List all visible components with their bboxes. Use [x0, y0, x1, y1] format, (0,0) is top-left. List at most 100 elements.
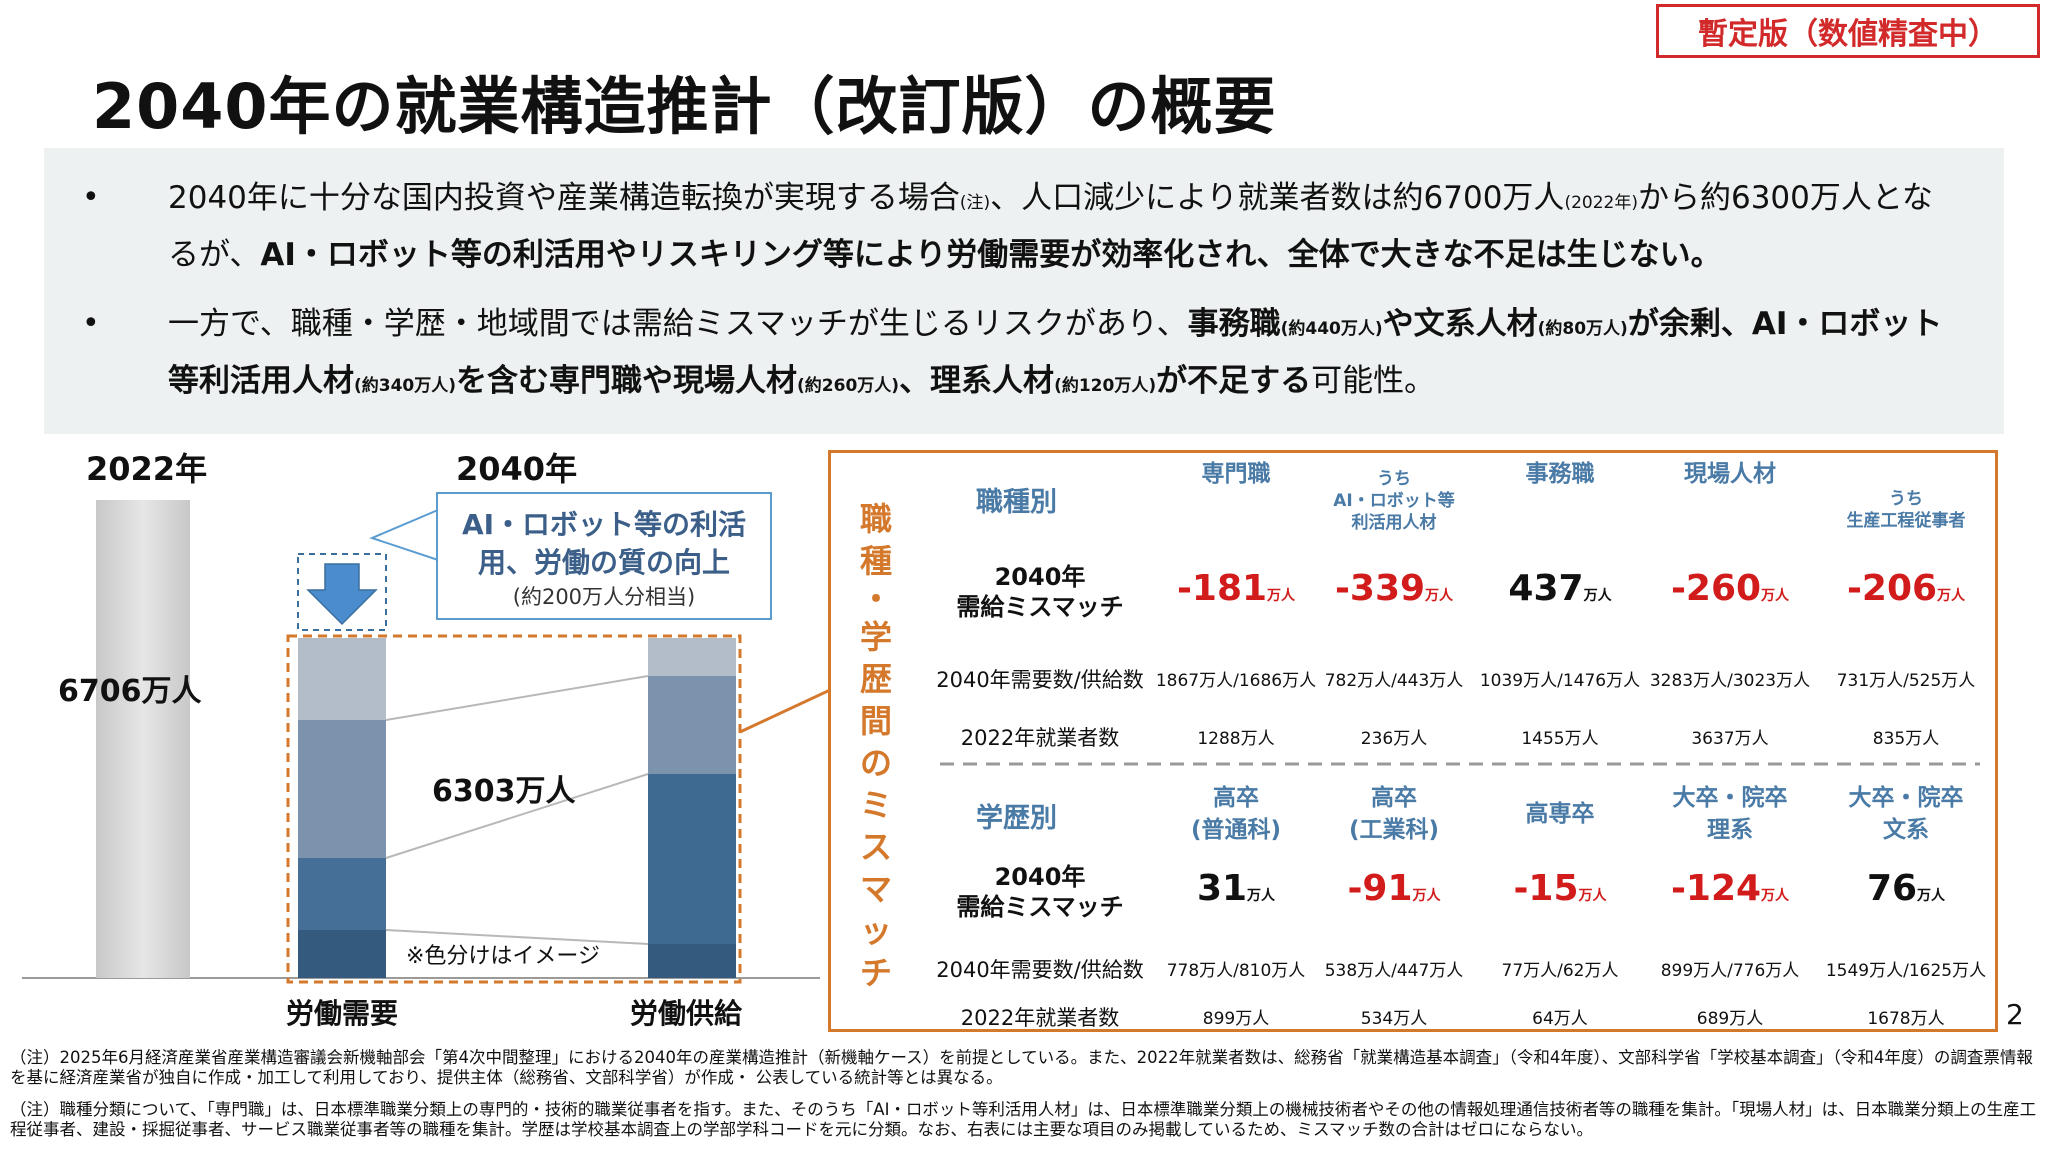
supply-segment-2 [648, 676, 736, 774]
summary-bullet-2: • 一方で、職種・学歴・地域間では需給ミスマッチが生じるリスクがあり、事務職(約… [82, 298, 1962, 412]
occupation-mismatch-value: 437万人 [1475, 568, 1645, 609]
bullet2-num-1: (約440万人) [1280, 319, 1383, 339]
education-mismatch-label: 2040年 需給ミスマッチ [956, 863, 1124, 921]
occupation-category-label: 職種別 [976, 487, 1057, 518]
vertical-title-char: の [859, 744, 892, 782]
supply-label: 労働供給 [630, 997, 743, 1030]
education-mismatch-value: 31万人 [1151, 868, 1321, 909]
mismatch-number: -91 [1347, 868, 1413, 909]
vertical-title-char: ・ [859, 580, 892, 618]
mismatch-number: -15 [1513, 868, 1579, 909]
education-header-4: 大卒・院卒 文系 [1848, 785, 1964, 843]
bullet2-text-a: 一方で、職種・学歴・地域間では需給ミスマッチが生じるリスクがあり、 [168, 306, 1188, 342]
workforce-illustration [22, 500, 830, 984]
education-demand-supply-value: 538万人/447万人 [1324, 961, 1464, 981]
mismatch-unit: 万人 [1412, 888, 1441, 904]
bullet1-note: (注) [959, 193, 991, 213]
vertical-title-char: 学 [859, 618, 892, 656]
bullet2-num-6: (約120万人) [1054, 376, 1157, 396]
bullet1-text-b: 、人口減少により就業者数は約6700万人 [990, 180, 1565, 216]
occupation-employed-value: 835万人 [1872, 729, 1940, 749]
bullet2-strong-2: や文系人材 [1382, 306, 1538, 342]
education-demand-supply-label: 2040年需要数/供給数 [936, 958, 1144, 982]
page-title: 2040年の就業構造推計（改訂版）の概要 [92, 70, 1277, 143]
occupation-header-3: 現場人材 [1684, 461, 1776, 487]
education-demand-supply-value: 899万人/776万人 [1660, 961, 1800, 981]
occupation-employed-value: 3637万人 [1691, 729, 1769, 749]
occupation-header-1: うち AI・ロボット等 利活用人材 [1333, 469, 1455, 533]
footnote-2: （注）職種分類について、「専門職」は、日本標準職業分類上の専門的・技術的職業従事… [10, 1100, 2037, 1139]
mismatch-unit: 万人 [1761, 588, 1790, 604]
mismatch-unit: 万人 [1917, 888, 1946, 904]
occupation-demand-supply-value: 1039万人/1476万人 [1479, 671, 1641, 691]
mismatch-number: 76 [1866, 868, 1918, 909]
bullet2-strong-5: を含む専門職や現場人材 [456, 363, 798, 399]
mismatch-number: -181 [1176, 568, 1268, 609]
education-employed-value: 1678万人 [1867, 1009, 1945, 1029]
mismatch-unit: 万人 [1267, 588, 1296, 604]
callout-main: AI・ロボット等の利活用、労働の質の向上 [461, 508, 747, 579]
vertical-title-char: ッ [859, 912, 892, 950]
education-employed-label: 2022年就業者数 [960, 1006, 1120, 1030]
mismatch-number: -124 [1670, 868, 1762, 909]
vertical-title-char: 職 [859, 500, 892, 538]
arrow-frame [297, 553, 387, 631]
occupation-employed-label: 2022年就業者数 [960, 726, 1120, 750]
education-employed-value: 899万人 [1202, 1009, 1270, 1029]
bullet2-num-4: (約340万人) [354, 376, 457, 396]
demand-segment-1 [298, 638, 386, 720]
occupation-employed-value: 1455万人 [1521, 729, 1599, 749]
connector-line [385, 773, 649, 859]
summary-bullet-1: • 2040年に十分な国内投資や産業構造転換が実現する場合(注)、人口減少により… [82, 172, 1962, 281]
education-employed-value: 64万人 [1532, 1009, 1588, 1029]
bullet-dot-icon: • [82, 306, 100, 341]
occupation-mismatch-value: -206万人 [1821, 568, 1991, 609]
supply-segment-3 [648, 774, 736, 944]
education-mismatch-value: -91万人 [1309, 868, 1479, 909]
education-header-2: 高専卒 [1525, 801, 1595, 827]
demand-segment-2 [298, 720, 386, 858]
bullet2-strong-6: 、理系人材 [899, 363, 1055, 399]
demand-segment-4 [298, 930, 386, 978]
supply-segment-1 [648, 638, 736, 676]
callout-pointer [369, 508, 439, 562]
bullet1-year-note: (2022年) [1564, 193, 1638, 213]
occupation-demand-supply-value: 782万人/443万人 [1324, 671, 1464, 691]
connector-line [385, 675, 649, 721]
footnote-1: （注）2025年6月経済産業省産業構造審議会新機軸部会「第4次中間整理」における… [10, 1048, 2033, 1087]
mismatch-unit: 万人 [1578, 888, 1607, 904]
bullet2-strong-7: が不足する [1156, 363, 1312, 399]
bullet1-text-c: から約6300万人となるが、 [168, 180, 1933, 273]
mismatch-unit: 万人 [1247, 888, 1276, 904]
education-demand-supply-value: 778万人/810万人 [1166, 961, 1306, 981]
mismatch-number: -339 [1334, 568, 1426, 609]
year-2022-label: 2022年 [86, 450, 208, 488]
section-divider [940, 762, 1980, 766]
efficiency-frame [286, 634, 742, 984]
supply-segment-4 [648, 944, 736, 978]
education-mismatch-value: -124万人 [1645, 868, 1815, 909]
occupation-employed-value: 236万人 [1360, 729, 1428, 749]
vertical-title-char: ス [859, 828, 892, 866]
bullet2-num-2: (約80万人) [1537, 319, 1628, 339]
bullet-dot-icon: • [82, 180, 100, 215]
vertical-title-char: チ [859, 954, 892, 992]
occupation-header-2: 事務職 [1525, 461, 1595, 487]
bar-2022 [96, 500, 190, 978]
total-2040-label: 6303万人 [432, 774, 576, 809]
occupation-employed-value: 1288万人 [1197, 729, 1275, 749]
connector-line [385, 929, 649, 945]
occupation-mismatch-value: -339万人 [1309, 568, 1479, 609]
occupation-demand-supply-value: 731万人/525万人 [1836, 671, 1976, 691]
year-2040-label: 2040年 [456, 450, 578, 488]
occupation-demand-supply-value: 3283万人/3023万人 [1649, 671, 1811, 691]
education-demand-supply-value: 77万人/62万人 [1501, 961, 1619, 981]
callout-sub: (約200万人分相当) [512, 585, 696, 609]
occupation-header-0: 専門職 [1201, 461, 1271, 487]
vertical-title-char: ミ [859, 786, 892, 824]
total-2022-label: 6706万人 [58, 674, 202, 709]
education-mismatch-value: 76万人 [1821, 868, 1991, 909]
bullet2-num-5: (約260万人) [797, 376, 900, 396]
mismatch-number: 31 [1196, 868, 1248, 909]
education-category-label: 学歴別 [976, 803, 1057, 834]
